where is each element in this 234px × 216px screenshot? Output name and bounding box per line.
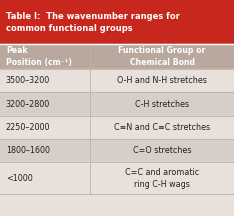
- Bar: [0, 44, 234, 69]
- Text: Table I:  The wavenumber ranges for
common functional groups: Table I: The wavenumber ranges for commo…: [6, 12, 180, 33]
- Text: 1800–1600: 1800–1600: [6, 146, 50, 155]
- Bar: [0, 0, 234, 44]
- Text: C≡N and C≡C stretches: C≡N and C≡C stretches: [114, 123, 210, 132]
- Text: 3500–3200: 3500–3200: [6, 76, 50, 85]
- Bar: [0, 162, 234, 194]
- Text: Peak
Position (cm⁻¹): Peak Position (cm⁻¹): [6, 46, 72, 67]
- Text: Functional Group or
Chemical Bond: Functional Group or Chemical Bond: [118, 46, 206, 67]
- Text: <1000: <1000: [6, 174, 33, 183]
- Text: 3200–2800: 3200–2800: [6, 100, 50, 109]
- Text: C-H stretches: C-H stretches: [135, 100, 189, 109]
- Bar: [0, 116, 234, 139]
- Text: 2250–2000: 2250–2000: [6, 123, 50, 132]
- Text: O-H and N-H stretches: O-H and N-H stretches: [117, 76, 207, 85]
- Text: C=C and aromatic
ring C-H wags: C=C and aromatic ring C-H wags: [125, 168, 199, 189]
- Bar: [0, 194, 234, 216]
- Text: C=O stretches: C=O stretches: [133, 146, 191, 155]
- Bar: [0, 139, 234, 162]
- Bar: [0, 69, 234, 92]
- Bar: [0, 92, 234, 116]
